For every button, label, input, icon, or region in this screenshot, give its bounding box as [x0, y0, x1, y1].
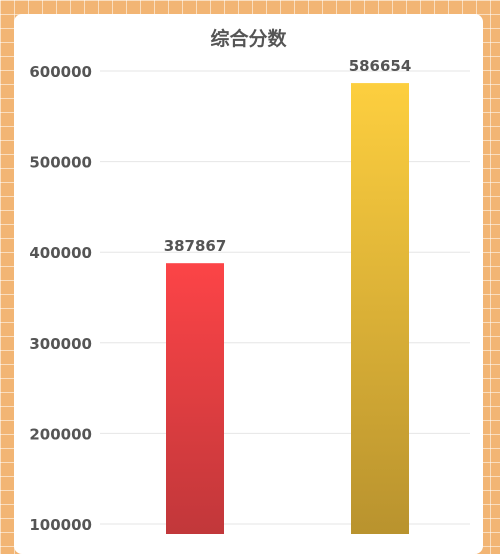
- y-tick-label: 100000: [29, 516, 92, 534]
- bar-1-value-label: 387867: [164, 237, 227, 255]
- bar-1: [166, 263, 224, 534]
- bar-2-value-label: 586654: [349, 57, 412, 75]
- chart-title: 综合分数: [210, 28, 287, 50]
- y-tick-label: 500000: [29, 154, 92, 172]
- y-tick-label: 200000: [29, 425, 92, 443]
- y-tick-label: 400000: [29, 244, 92, 262]
- y-tick-label: 600000: [29, 63, 92, 81]
- y-tick-label: 300000: [29, 335, 92, 353]
- bar-chart: 100000 200000 300000 400000 500000 600000 3878…: [29, 57, 470, 534]
- bar-2: [351, 83, 409, 534]
